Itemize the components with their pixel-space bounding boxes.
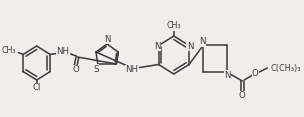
Text: NH: NH [126,66,139,75]
Text: S: S [93,64,99,73]
Text: N: N [104,35,110,44]
Text: N: N [154,42,161,51]
Text: N: N [224,71,231,79]
Text: N: N [199,38,206,46]
Text: O: O [72,66,79,75]
Text: Cl: Cl [33,84,41,93]
Text: C(CH₃)₃: C(CH₃)₃ [270,64,301,73]
Text: O: O [252,68,259,77]
Text: NH: NH [56,48,69,57]
Text: CH₃: CH₃ [1,46,16,55]
Text: N: N [187,42,193,51]
Text: O: O [239,91,246,101]
Text: CH₃: CH₃ [167,22,181,31]
